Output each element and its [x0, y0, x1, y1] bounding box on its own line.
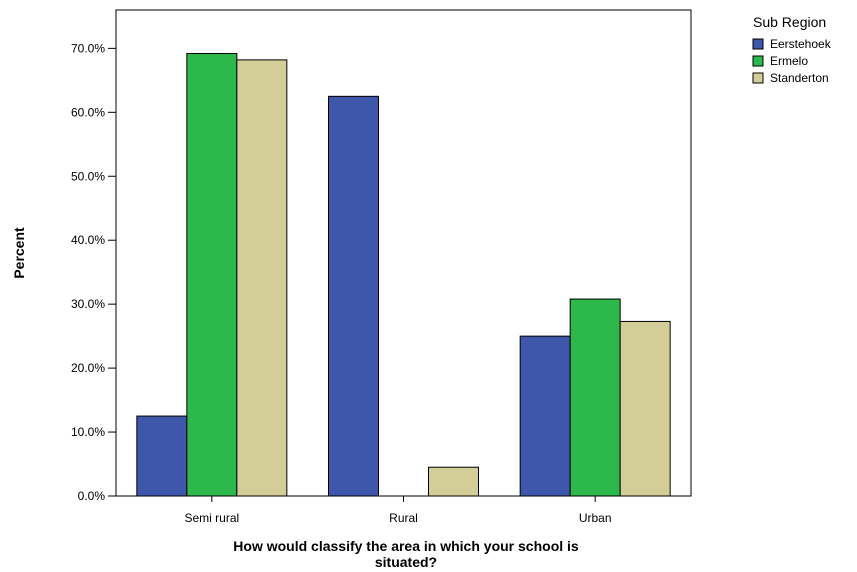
y-tick-label: 50.0%	[71, 169, 105, 183]
bar-eerstehoek-semi-rural	[136, 415, 188, 497]
y-tick-label: 40.0%	[71, 233, 105, 247]
y-axis-title: Percent	[11, 227, 27, 279]
bar-eerstehoek-rural	[328, 95, 379, 497]
bar-ermelo-semi-rural	[186, 52, 238, 497]
x-tick-label: Semi rural	[184, 511, 239, 525]
x-axis-title-line-1: How would classify the area in which you…	[233, 538, 579, 554]
legend-swatch	[752, 55, 764, 67]
x-axis-title-line-2: situated?	[375, 554, 437, 570]
y-tick-label: 70.0%	[71, 41, 105, 55]
bar-standerton-urban	[619, 320, 671, 497]
legend-label: Eerstehoek	[770, 37, 832, 51]
legend-swatch	[752, 38, 764, 50]
legend-title: Sub Region	[753, 14, 826, 30]
x-axis: Semi rural Rural Urban	[184, 496, 612, 525]
y-tick-label: 20.0%	[71, 361, 105, 375]
bar-standerton-semi-rural	[236, 59, 288, 497]
y-axis: 0.0% 10.0% 20.0% 30.0% 40.0% 50.0% 60.0% 70.0%	[71, 41, 116, 503]
legend-label: Ermelo	[770, 54, 808, 68]
y-tick-label: 10.0%	[71, 425, 105, 439]
bar-standerton-rural	[428, 466, 479, 497]
y-tick-label: 60.0%	[71, 105, 105, 119]
legend: Sub Region Eerstehoek Ermelo Standerton	[752, 14, 832, 85]
x-tick-label: Urban	[579, 511, 612, 525]
legend-label: Standerton	[770, 71, 829, 85]
bar-ermelo-urban	[569, 298, 621, 497]
bars	[136, 52, 671, 497]
bar-eerstehoek-urban	[519, 335, 571, 497]
y-tick-label: 30.0%	[71, 297, 105, 311]
legend-swatch	[752, 72, 764, 84]
y-tick-label: 0.0%	[78, 489, 106, 503]
x-tick-label: Rural	[389, 511, 418, 525]
